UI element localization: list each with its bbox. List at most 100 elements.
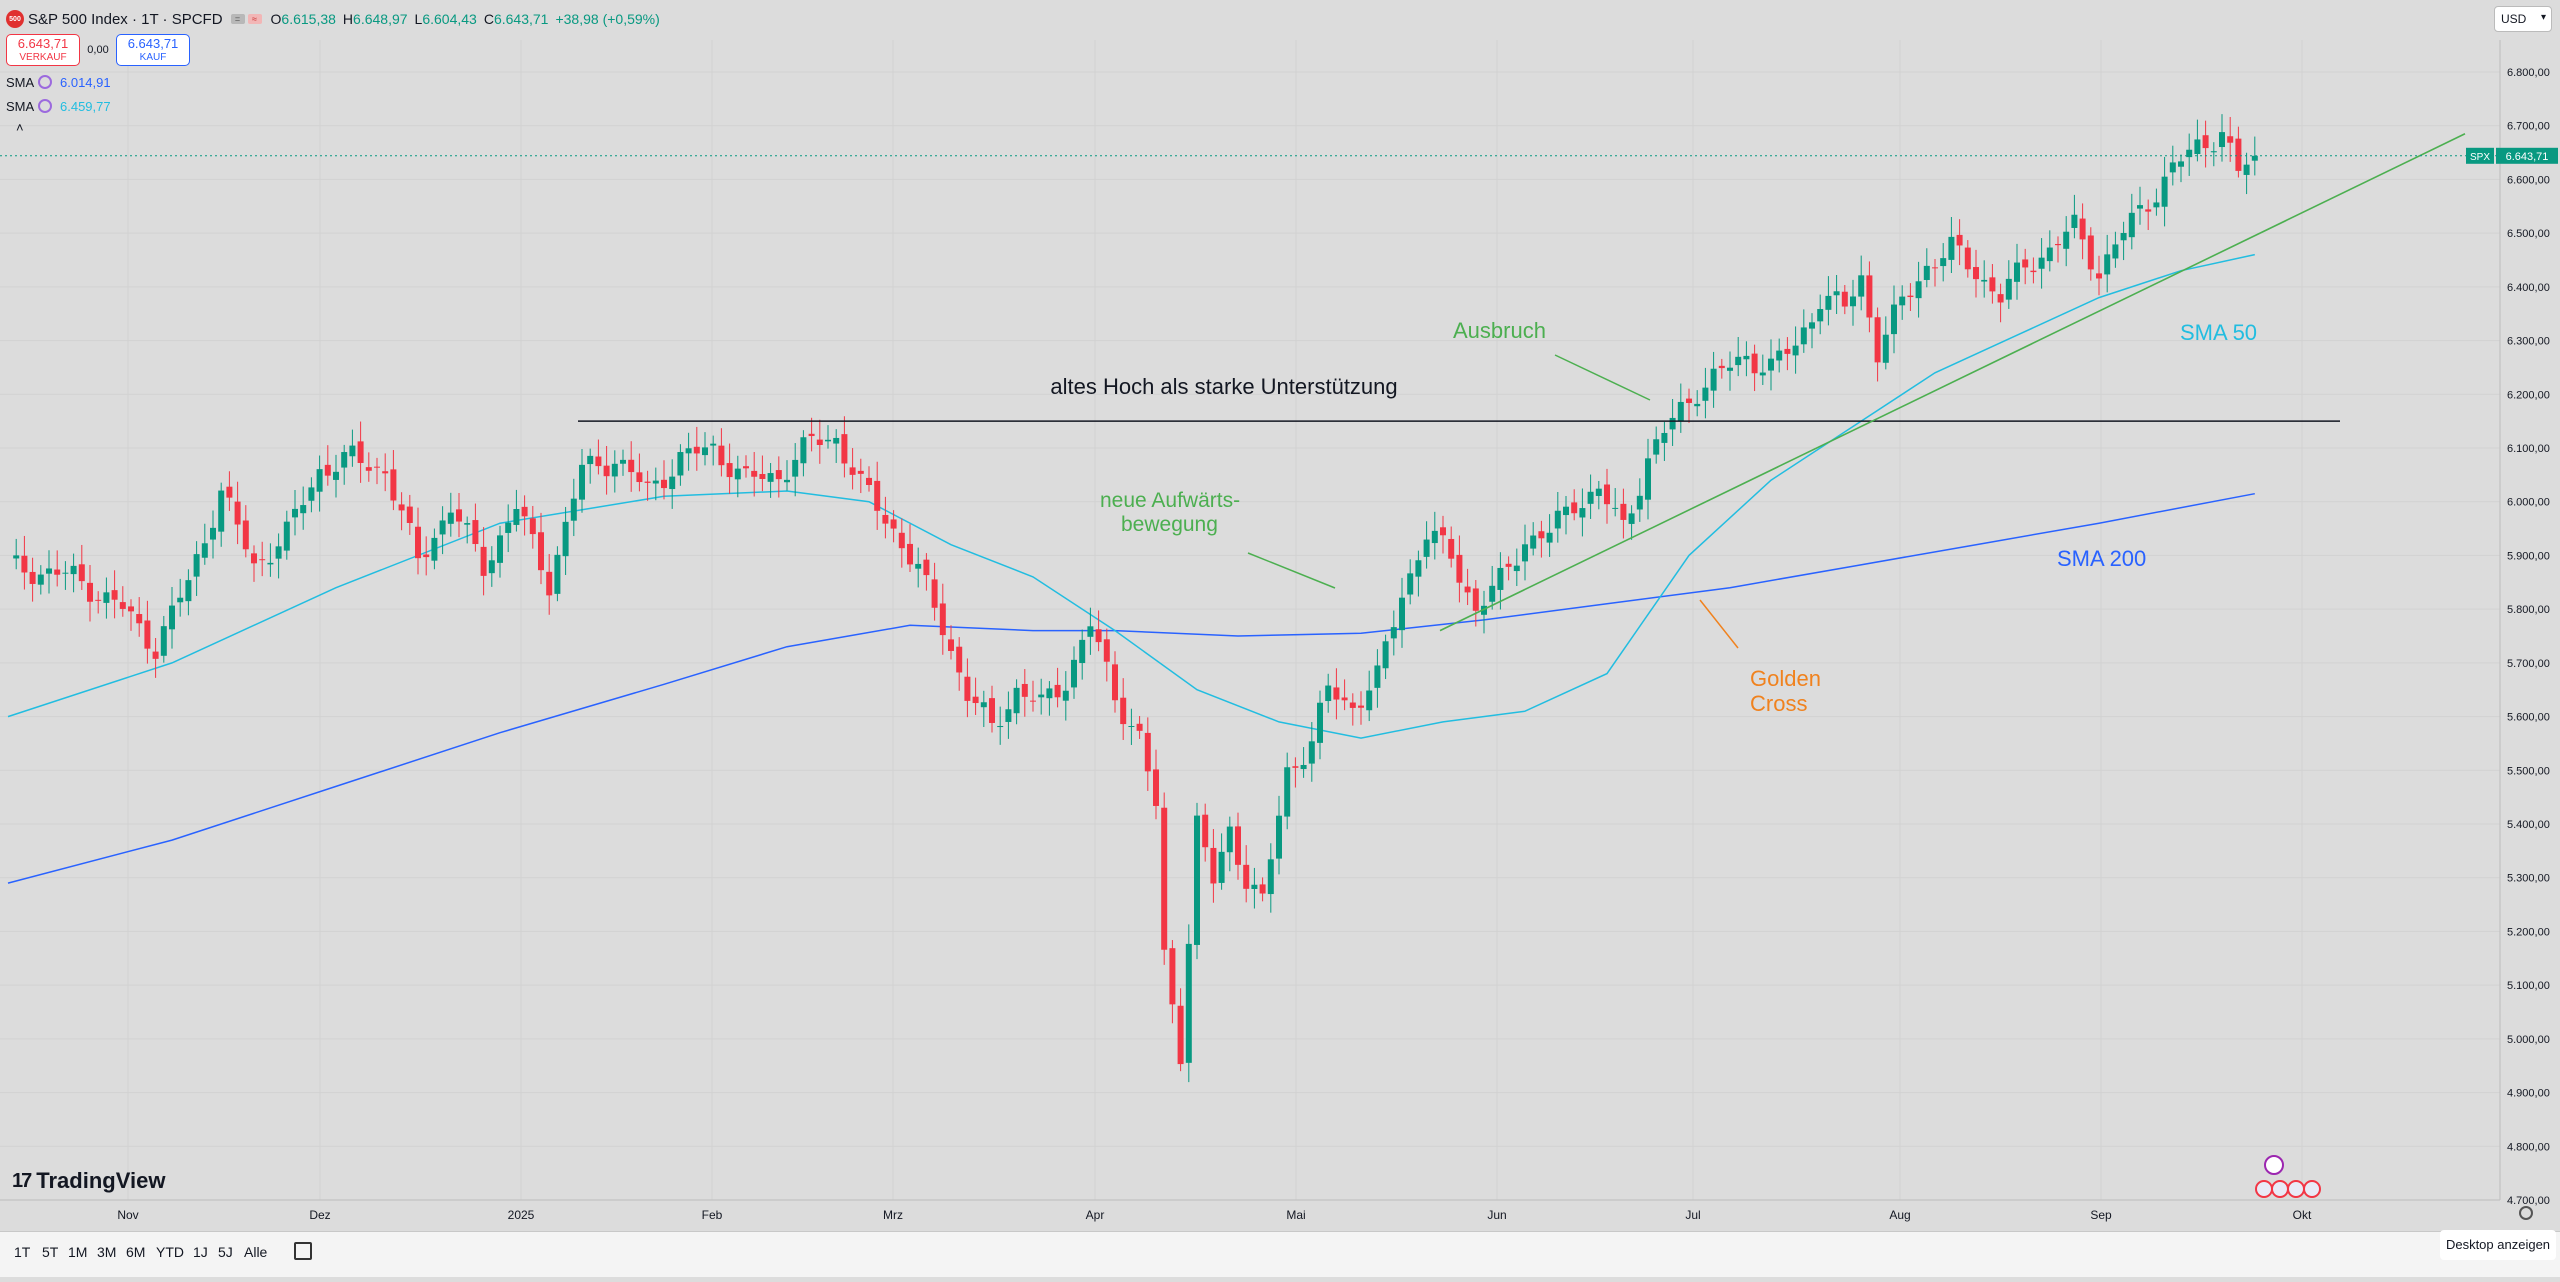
candle-body — [1940, 258, 1947, 267]
timeframe-1t[interactable]: 1T — [14, 1244, 31, 1260]
calendar-icon[interactable] — [294, 1242, 312, 1260]
candle-body — [775, 470, 782, 480]
candle — [948, 625, 954, 660]
candle — [562, 506, 569, 576]
candle — [800, 430, 807, 477]
candle-body — [2022, 259, 2029, 268]
candle-body — [439, 520, 446, 535]
candle-body — [1390, 627, 1397, 639]
collapse-legend-icon[interactable]: ˄ — [16, 120, 24, 135]
timeframe-1m[interactable]: 1M — [68, 1244, 88, 1260]
y-tick-label: 6.100,00 — [2507, 443, 2550, 455]
candle — [579, 448, 585, 513]
indicator-sma-200[interactable]: SMA 6.014,91 — [6, 74, 111, 90]
currency-select[interactable]: USD ▾ — [2494, 6, 2552, 32]
candle-body — [95, 599, 102, 601]
candle — [751, 452, 758, 497]
y-tick-label: 6.200,00 — [2507, 389, 2550, 401]
candle-body — [767, 473, 774, 482]
candle — [898, 518, 905, 568]
candle — [956, 637, 963, 691]
candle — [1923, 248, 1930, 288]
desktop-view-button[interactable]: Desktop anzeigen — [2440, 1230, 2556, 1260]
timeframe-5j[interactable]: 5J — [218, 1244, 233, 1260]
candle-body — [2169, 162, 2176, 173]
candle-body — [1694, 403, 1701, 407]
candle — [1087, 607, 1094, 655]
x-tick-label: Mai — [1286, 1208, 1305, 1222]
candle — [521, 495, 528, 536]
candle-body — [1850, 296, 1856, 307]
economic-event-flag-icon — [2287, 1180, 2305, 1198]
candle — [1940, 243, 1947, 282]
candle — [538, 512, 544, 585]
candle-body — [1587, 491, 1594, 504]
candle-body — [2227, 136, 2234, 143]
candle-body — [1997, 294, 2004, 303]
candle — [1431, 511, 1438, 560]
candle-body — [2112, 244, 2119, 259]
candle-body — [1538, 531, 1545, 539]
candle-body — [1546, 532, 1553, 543]
candle-body — [2235, 138, 2242, 171]
candle — [734, 455, 741, 498]
buy-button[interactable]: 6.643,71 KAUF — [116, 34, 190, 66]
candle — [374, 457, 380, 485]
candle — [1546, 514, 1553, 557]
candle — [816, 419, 823, 464]
timeframe-5t[interactable]: 5T — [42, 1244, 59, 1260]
candle — [1472, 579, 1479, 627]
indicator-settings-icon[interactable] — [38, 99, 52, 113]
candle — [997, 706, 1004, 745]
candle-body — [341, 452, 348, 468]
candle — [1784, 337, 1791, 371]
symbol-title[interactable]: S&P 500 Index · 1T · SPCFD — [28, 10, 223, 28]
sell-button[interactable]: 6.643,71 VERKAUF — [6, 34, 80, 66]
candle — [275, 533, 282, 579]
compare-toggle-icon[interactable]: = — [230, 14, 245, 24]
candle — [1456, 535, 1463, 603]
candle — [210, 510, 216, 559]
candle-body — [1792, 345, 1799, 356]
timeframe-ytd[interactable]: YTD — [156, 1244, 184, 1260]
candle-body — [13, 555, 20, 559]
candle — [1185, 924, 1192, 1083]
candle — [169, 587, 175, 649]
timeframe-3m[interactable]: 3M — [97, 1244, 117, 1260]
candle — [431, 528, 438, 570]
candle-body — [1177, 1005, 1184, 1065]
candle-body — [87, 582, 93, 602]
candle-body — [1554, 510, 1561, 529]
candle — [292, 490, 298, 536]
candle-body — [1325, 685, 1332, 702]
candle-body — [333, 471, 339, 480]
candle-body — [1169, 948, 1176, 1005]
candle-body — [2128, 212, 2135, 238]
x-tick-label: Mrz — [883, 1208, 903, 1222]
indicator-settings-icon[interactable] — [38, 75, 52, 89]
timeframe-1j[interactable]: 1J — [193, 1244, 208, 1260]
candle — [1202, 803, 1209, 862]
timeframe-6m[interactable]: 6M — [126, 1244, 146, 1260]
sma200-line — [7, 492, 2255, 884]
tradingview-logo[interactable]: 17 TradingView — [12, 1168, 166, 1193]
candle-body — [1128, 726, 1135, 728]
candle — [1021, 669, 1028, 717]
timeframe-alle[interactable]: Alle — [244, 1244, 268, 1260]
candle-body — [1276, 815, 1282, 859]
candle — [1349, 693, 1356, 726]
candle-body — [1956, 234, 1963, 246]
candle — [1817, 294, 1824, 335]
candle-body — [1440, 527, 1446, 536]
candle-body — [2243, 164, 2250, 175]
status-icon[interactable]: ≈ — [247, 14, 262, 24]
candle — [2194, 119, 2201, 162]
candle — [907, 524, 913, 572]
settings-gear-icon[interactable] — [2519, 1206, 2533, 1220]
candle-body — [628, 459, 635, 473]
indicator-sma-50[interactable]: SMA 6.459,77 — [6, 98, 111, 114]
candle-body — [570, 498, 577, 521]
candle-body — [2005, 278, 2012, 300]
